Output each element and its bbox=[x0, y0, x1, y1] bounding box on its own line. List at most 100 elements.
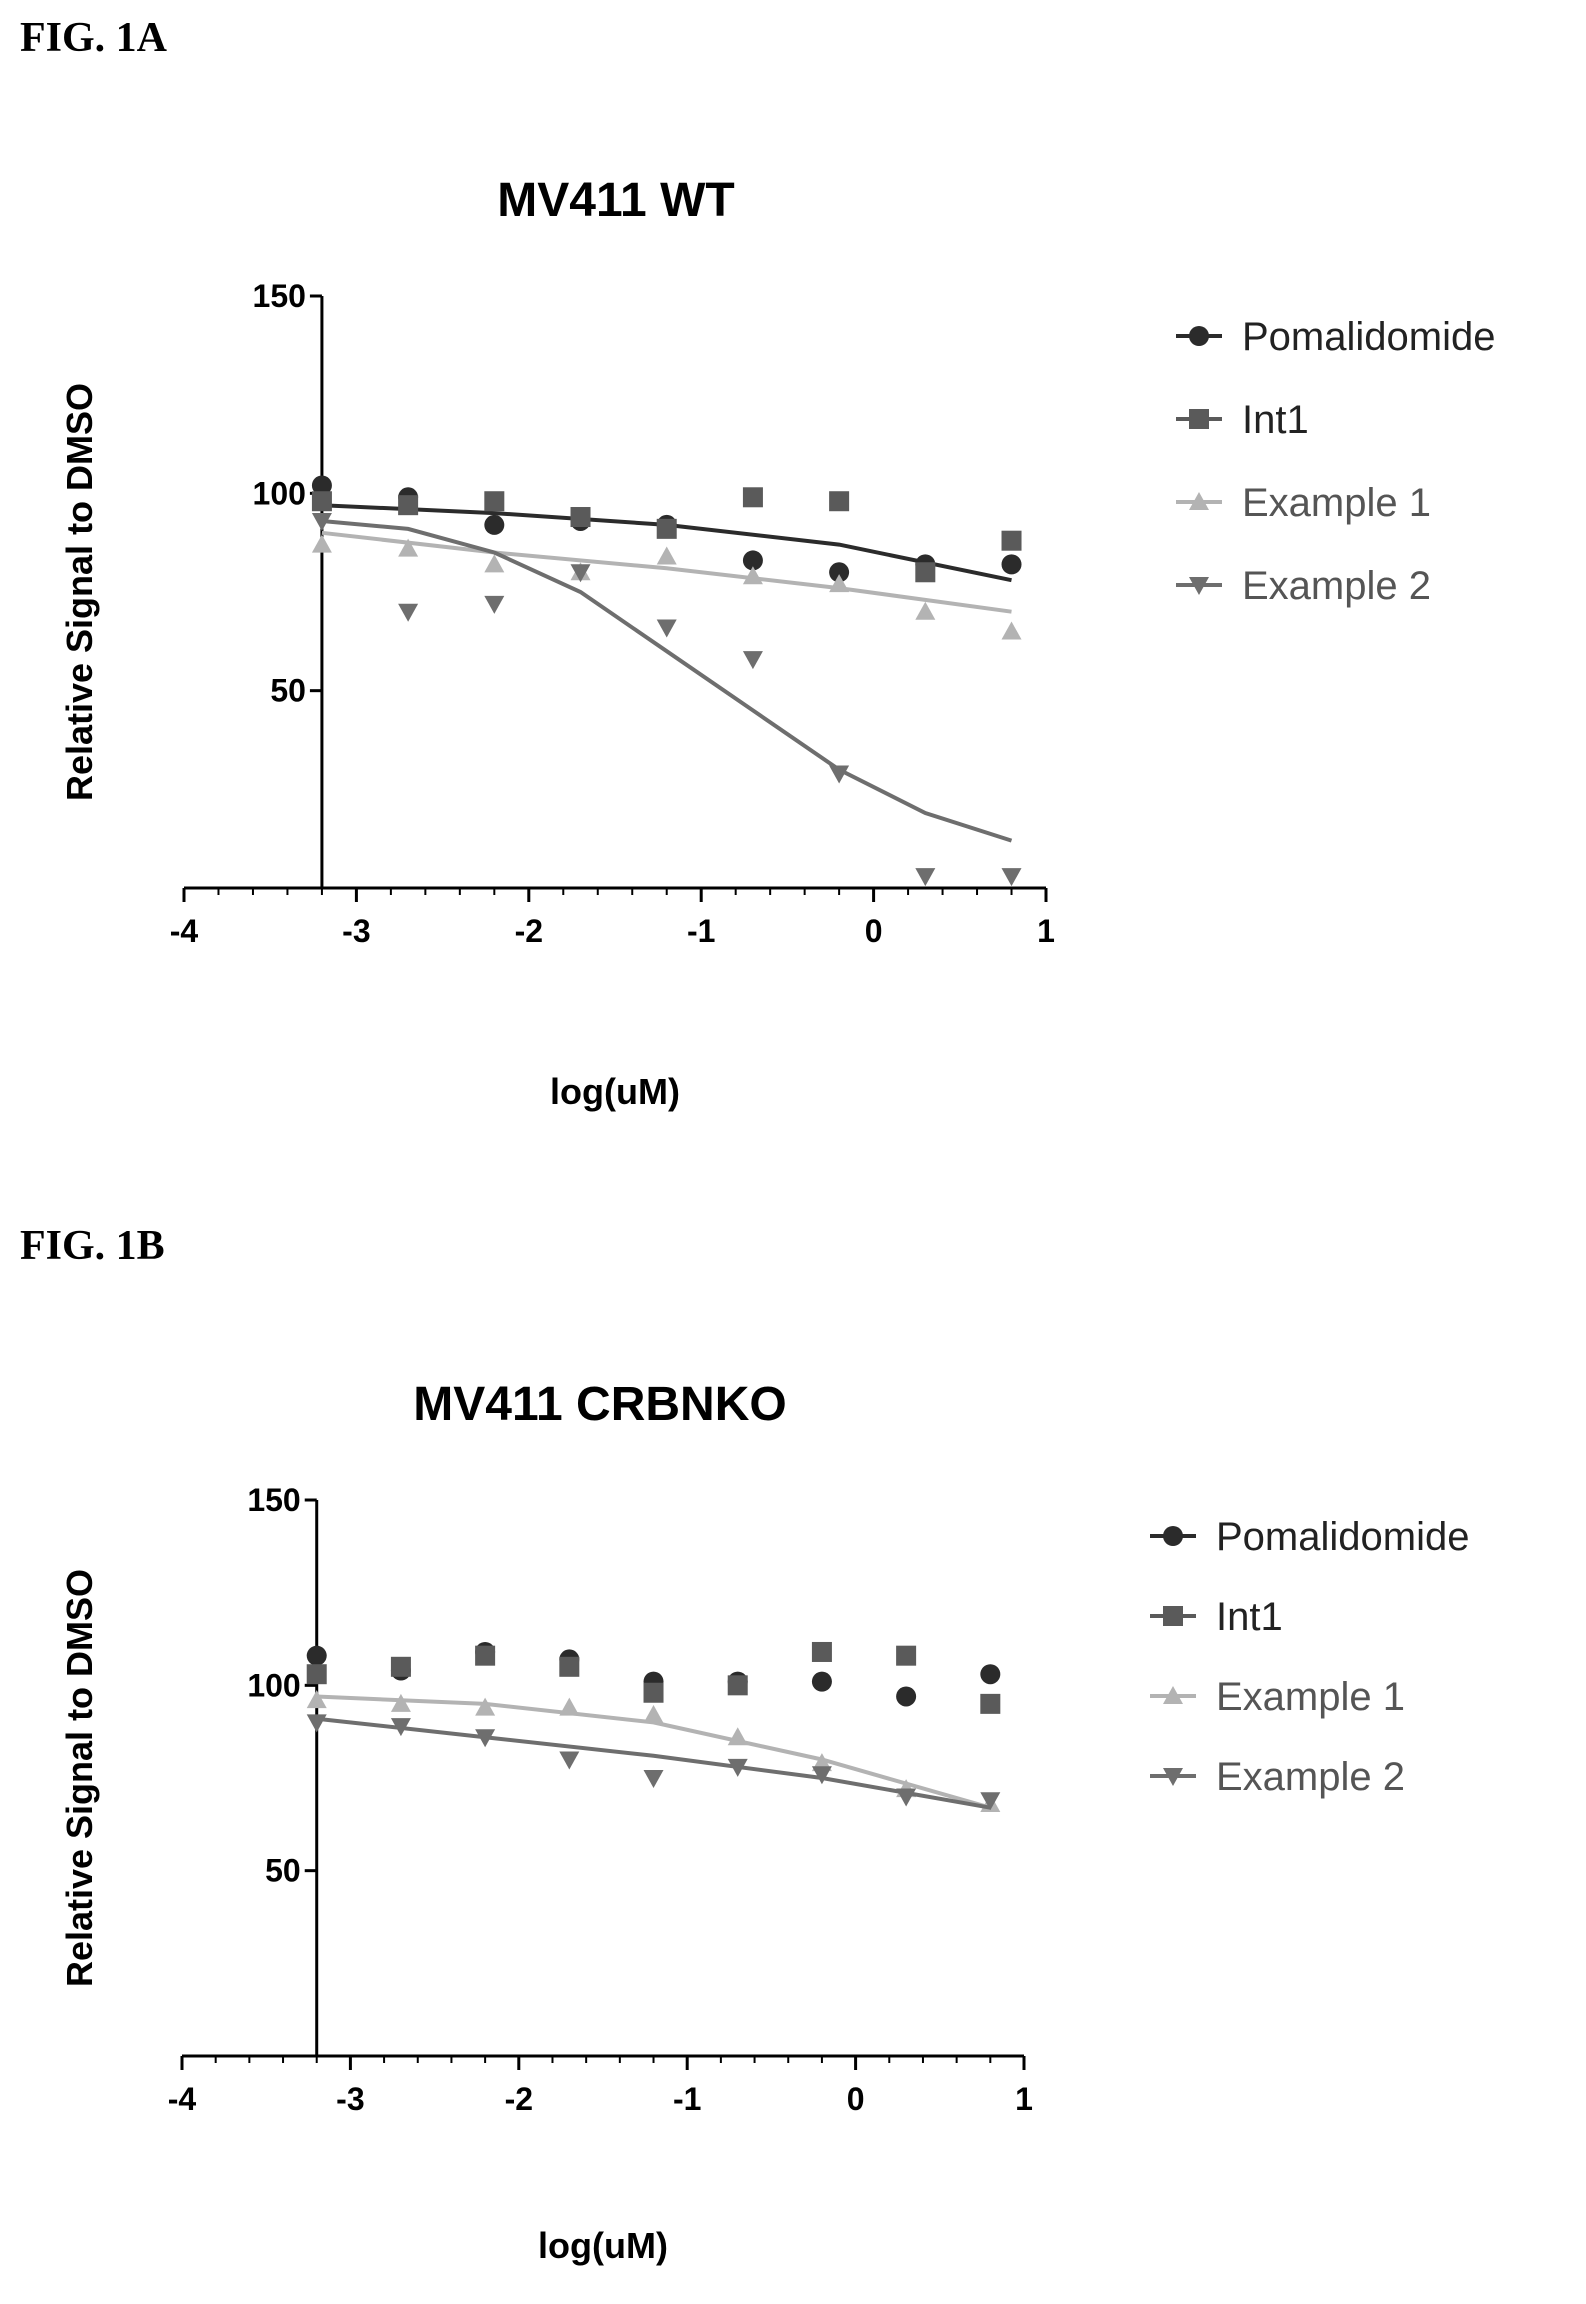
legend-marker-pomalidomide bbox=[1189, 326, 1209, 346]
chart-mv411-wt: MV411 WT 50 100 150 -4 -3 -2 -1 0 1 log(uM) Relativ… bbox=[59, 174, 1495, 1112]
data-point-example-1 bbox=[559, 1697, 580, 1716]
data-point-int1 bbox=[398, 495, 419, 516]
legend-marker-int1 bbox=[1189, 409, 1209, 429]
legend-label-example-2: Example 2 bbox=[1216, 1755, 1405, 1799]
x-tick-label: -1 bbox=[687, 913, 715, 949]
data-point-example-2 bbox=[475, 1729, 496, 1748]
data-point-int1 bbox=[811, 1641, 832, 1662]
data-point-example-2 bbox=[484, 595, 505, 614]
data-point-example-2 bbox=[980, 1792, 1001, 1811]
x-tick-label: 1 bbox=[1015, 2081, 1033, 2117]
x-tick-label: -2 bbox=[515, 913, 543, 949]
data-point-example-2 bbox=[390, 1718, 411, 1737]
legend: Pomalidomide Int1 Example 1 Example 2 bbox=[1150, 1515, 1469, 1799]
data-point-pomalidomide bbox=[484, 514, 505, 535]
data-point-example-2 bbox=[1001, 868, 1022, 887]
data-point-example-1 bbox=[306, 1690, 327, 1709]
data-point-int1 bbox=[643, 1682, 664, 1703]
series-int1 bbox=[311, 487, 1022, 583]
data-point-example-1 bbox=[915, 601, 936, 620]
data-point-example-1 bbox=[742, 566, 763, 585]
x-axis-title: log(uM) bbox=[538, 2225, 668, 2266]
data-point-pomalidomide bbox=[306, 1645, 327, 1666]
data-point-int1 bbox=[742, 487, 763, 508]
y-tick-label: 50 bbox=[265, 1853, 301, 1889]
y-axis-title: Relative Signal to DMSO bbox=[59, 1569, 100, 1987]
data-point-example-2 bbox=[915, 868, 936, 887]
data-point-example-2 bbox=[727, 1758, 748, 1777]
data-point-example-2 bbox=[829, 765, 850, 784]
x-tick-label: 1 bbox=[1037, 913, 1055, 949]
chart-title: MV411 CRBNKO bbox=[413, 1378, 786, 1431]
data-point-int1 bbox=[559, 1656, 580, 1677]
data-point-pomalidomide bbox=[896, 1686, 917, 1707]
legend-marker-example-1 bbox=[1189, 492, 1209, 510]
data-point-example-1 bbox=[475, 1697, 496, 1716]
x-tick-label: -2 bbox=[505, 2081, 533, 2117]
x-axis-title: log(uM) bbox=[550, 1071, 680, 1112]
data-point-int1 bbox=[570, 507, 591, 528]
data-point-int1 bbox=[896, 1645, 917, 1666]
data-point-int1 bbox=[727, 1675, 748, 1696]
data-point-example-1 bbox=[311, 534, 332, 553]
y-tick-label: 100 bbox=[253, 475, 306, 511]
x-tick-label: -4 bbox=[168, 2081, 197, 2117]
x-tick-label: -3 bbox=[336, 2081, 364, 2117]
data-point-pomalidomide bbox=[1001, 554, 1022, 575]
data-point-example-1 bbox=[484, 554, 505, 573]
legend-marker-example-2 bbox=[1163, 1768, 1183, 1786]
x-tick-label: -3 bbox=[342, 913, 370, 949]
fit-line-example-2 bbox=[316, 1716, 991, 1810]
legend-label-pomalidomide: Pomalidomide bbox=[1242, 315, 1495, 359]
y-axis-title: Relative Signal to DMSO bbox=[59, 383, 100, 801]
figure-label-b: FIG. 1B bbox=[20, 1223, 165, 1269]
data-point-example-2 bbox=[643, 1770, 664, 1788]
data-point-example-1 bbox=[656, 546, 677, 565]
data-point-int1 bbox=[311, 491, 332, 512]
data-point-pomalidomide bbox=[829, 562, 850, 583]
legend-marker-example-2 bbox=[1189, 577, 1209, 595]
data-point-int1 bbox=[829, 491, 850, 512]
data-point-example-2 bbox=[398, 603, 419, 622]
data-point-pomalidomide bbox=[980, 1664, 1001, 1685]
legend-marker-int1 bbox=[1163, 1606, 1183, 1626]
legend-marker-pomalidomide bbox=[1163, 1526, 1183, 1546]
legend-label-pomalidomide: Pomalidomide bbox=[1216, 1515, 1469, 1559]
data-point-pomalidomide bbox=[811, 1671, 832, 1692]
data-point-int1 bbox=[484, 491, 505, 512]
series-example-2 bbox=[311, 512, 1022, 887]
data-point-example-2 bbox=[559, 1751, 580, 1770]
data-point-pomalidomide bbox=[311, 475, 332, 496]
series-int1 bbox=[306, 1641, 1001, 1714]
legend-label-example-2: Example 2 bbox=[1242, 564, 1431, 608]
data-point-example-1 bbox=[643, 1704, 664, 1723]
data-point-example-2 bbox=[311, 512, 332, 531]
fit-line-example-2 bbox=[321, 519, 1013, 843]
legend: Pomalidomide Int1 Example 1 Example 2 bbox=[1176, 315, 1495, 608]
data-point-int1 bbox=[390, 1656, 411, 1677]
data-point-pomalidomide bbox=[742, 550, 763, 571]
y-tick-label: 150 bbox=[247, 1482, 300, 1518]
x-tick-label: 0 bbox=[847, 2081, 865, 2117]
data-point-example-2 bbox=[896, 1788, 917, 1807]
data-point-int1 bbox=[915, 562, 936, 583]
legend-label-int1: Int1 bbox=[1242, 398, 1309, 442]
y-tick-label: 150 bbox=[253, 278, 306, 314]
data-point-example-1 bbox=[398, 538, 419, 557]
legend-label-example-1: Example 1 bbox=[1216, 1675, 1405, 1719]
y-tick-label: 50 bbox=[270, 673, 306, 709]
data-point-example-2 bbox=[306, 1714, 327, 1733]
data-point-int1 bbox=[306, 1664, 327, 1685]
series-example-2 bbox=[306, 1714, 1001, 1811]
legend-marker-example-1 bbox=[1163, 1686, 1183, 1704]
series-example-1 bbox=[306, 1690, 1001, 1812]
data-point-example-2 bbox=[811, 1766, 832, 1785]
fit-line-example-1 bbox=[321, 530, 1012, 614]
x-tick-label: -1 bbox=[673, 2081, 701, 2117]
x-tick-label: 0 bbox=[865, 913, 883, 949]
data-point-int1 bbox=[1001, 530, 1022, 551]
data-point-example-1 bbox=[727, 1727, 748, 1746]
data-point-example-2 bbox=[656, 619, 677, 638]
data-point-int1 bbox=[980, 1693, 1001, 1714]
chart-title: MV411 WT bbox=[497, 174, 734, 227]
